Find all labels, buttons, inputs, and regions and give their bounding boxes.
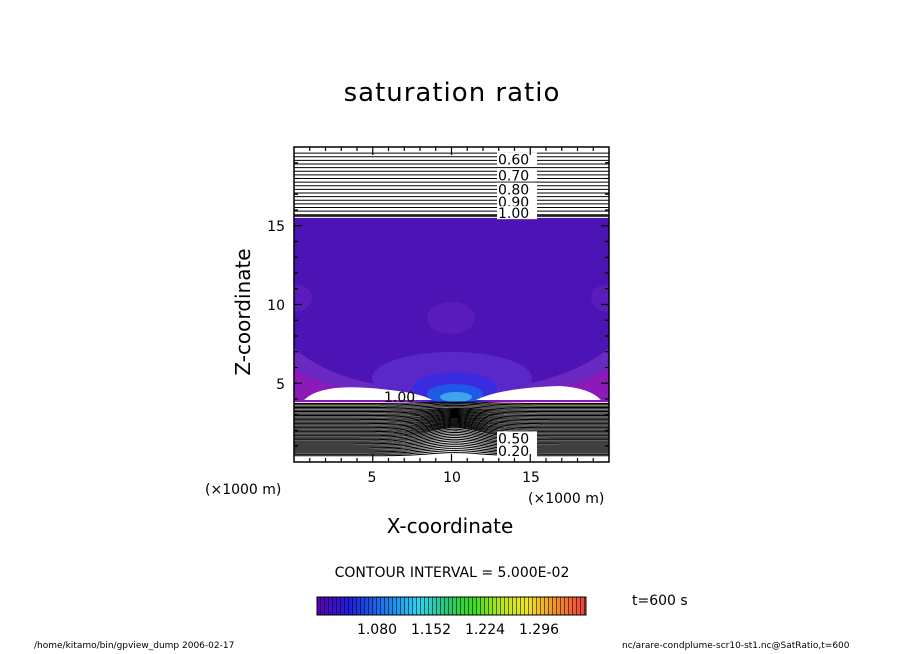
contour-label-1.00: 1.00 — [498, 206, 529, 222]
lower-contour-line — [294, 449, 609, 455]
lower-contour-line — [294, 410, 609, 415]
colorbar-tick-1: 1.080 — [357, 622, 397, 638]
contour-label-bg — [497, 168, 537, 182]
upper-contour-lines — [294, 152, 609, 216]
lower-contour-line — [294, 413, 609, 419]
lower-contour-line — [294, 427, 609, 438]
lower-contour-line — [294, 408, 609, 412]
lower-contour-line — [294, 444, 609, 451]
lower-contour-line — [294, 419, 609, 427]
left-white-lobe — [304, 387, 432, 400]
lower-contour-line — [294, 416, 609, 423]
contour-label-bg — [497, 152, 537, 166]
lower-contour-line — [294, 401, 609, 404]
lower-contour-line — [294, 426, 609, 437]
axis-ticks — [294, 147, 609, 462]
contour-label-bg — [497, 182, 537, 196]
colorbar: 1.080 1.152 1.224 1.296 — [316, 596, 587, 638]
lower-contour-line — [294, 446, 609, 453]
colorbar-tick-4: 1.296 — [519, 622, 559, 638]
lower-contour-line — [294, 430, 609, 441]
x-tick-label-5: 5 — [368, 470, 377, 486]
contour-label-0.20: 0.20 — [498, 444, 529, 460]
central-cyan-core — [440, 392, 472, 402]
lower-contour-line — [294, 435, 609, 445]
y-axis-label: Z-coordinate — [231, 248, 255, 376]
lower-contour-line — [294, 406, 609, 410]
lower-contour-line — [294, 411, 609, 416]
y-tick-label-10: 10 — [267, 298, 285, 314]
contour-label-0.50: 0.50 — [498, 431, 529, 447]
contour-interval-label: CONTOUR INTERVAL = 5.000E-02 — [334, 565, 570, 581]
contour-label-bg — [497, 443, 537, 457]
inline-contour-label: 1.00 — [384, 390, 415, 406]
x-tick-labels: 5 10 15 — [368, 470, 540, 486]
lower-contour-line — [294, 422, 609, 431]
y-tick-labels: 5 10 15 — [267, 219, 285, 393]
lower-contour-line — [294, 415, 609, 422]
y-tick-label-5: 5 — [276, 377, 285, 393]
contour-label-bg — [497, 431, 537, 445]
lower-contour-line — [294, 440, 609, 449]
lower-contour-line — [294, 448, 609, 454]
contour-label-bg — [497, 195, 537, 209]
lower-contour-line — [294, 418, 609, 426]
plot-area — [294, 147, 609, 462]
x-tick-label-15: 15 — [522, 470, 540, 486]
right-white-lobe — [476, 386, 601, 400]
lower-contour-line — [294, 437, 609, 446]
lower-contour-line — [294, 425, 609, 435]
lower-contour-line — [294, 431, 609, 442]
contour-label-bg — [497, 206, 537, 220]
contour-label-0.70: 0.70 — [498, 168, 529, 184]
x-tick-label-10: 10 — [443, 470, 461, 486]
lower-contour-line — [294, 409, 609, 414]
contour-label-0.60: 0.60 — [498, 153, 529, 169]
lower-contour-line — [294, 403, 609, 407]
lower-contour-lines — [294, 401, 609, 457]
footer-right: nc/arare-condplume-scr10-st1.nc@SatRatio… — [622, 641, 850, 651]
lower-contour-line — [294, 424, 609, 434]
lower-contour-line — [294, 421, 609, 430]
lower-contour-line — [294, 452, 609, 457]
colorbar-frame — [316, 596, 587, 616]
lower-contour-line — [294, 433, 609, 443]
contour-label-0.80: 0.80 — [498, 183, 529, 199]
lower-contour-line — [294, 428, 609, 439]
footer-left: /home/kitamo/bin/gpview_dump 2006-02-17 — [34, 641, 235, 651]
lower-contour-line — [294, 412, 609, 418]
colorbar-bins — [317, 597, 586, 615]
lower-contour-line — [294, 438, 609, 447]
colorbar-tick-2: 1.152 — [411, 622, 451, 638]
x-unit-right: (×1000 m) — [528, 491, 605, 507]
time-label: t=600 s — [632, 593, 688, 609]
y-tick-label-15: 15 — [267, 219, 285, 235]
lower-contour-line — [294, 420, 609, 429]
chart-title: saturation ratio — [343, 78, 561, 108]
center-purple-blob — [427, 302, 475, 334]
x-unit-left: (×1000 m) — [205, 482, 282, 498]
lower-contour-line — [294, 414, 609, 421]
colorbar-tick-3: 1.224 — [465, 622, 505, 638]
lower-contour-line — [294, 407, 609, 411]
contour-labels: 0.600.700.800.901.000.500.20 — [497, 152, 537, 460]
lower-contour-line — [294, 402, 609, 406]
lower-contour-line — [294, 442, 609, 450]
lower-contour-line — [294, 417, 609, 425]
lower-contour-line — [294, 404, 609, 408]
lower-contour-line — [294, 423, 609, 433]
x-axis-label: X-coordinate — [386, 514, 514, 538]
